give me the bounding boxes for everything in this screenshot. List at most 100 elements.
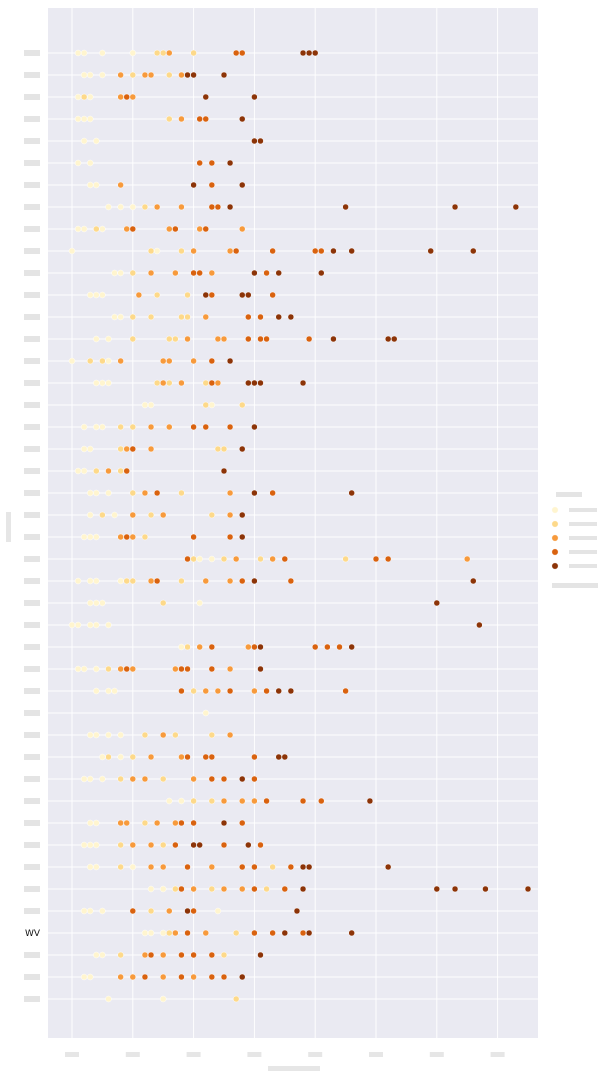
data-point: [476, 621, 483, 629]
data-point: [220, 797, 228, 805]
data-point: [80, 533, 88, 541]
data-point: [330, 335, 337, 343]
row-label: [24, 688, 40, 694]
data-point: [141, 951, 149, 959]
data-point: [202, 687, 210, 695]
data-point: [232, 247, 240, 255]
data-point: [105, 665, 112, 673]
data-point: [184, 753, 191, 761]
x-tick-label: [247, 1052, 262, 1057]
data-point: [366, 797, 374, 805]
data-point: [117, 71, 124, 79]
row-label: [24, 490, 40, 496]
row-label: [24, 512, 40, 518]
legend-label-placeholder: [569, 522, 597, 526]
data-point: [147, 445, 155, 453]
data-point: [208, 885, 216, 893]
data-point: [190, 357, 197, 365]
data-point: [178, 643, 185, 651]
data-point: [470, 577, 477, 585]
row-label: [24, 468, 40, 474]
legend-marker: [551, 562, 559, 570]
data-point: [220, 71, 228, 79]
data-point: [129, 269, 137, 277]
data-point: [318, 797, 325, 805]
data-point: [257, 841, 264, 849]
data-point: [99, 599, 106, 607]
data-point: [117, 731, 124, 739]
data-point: [99, 907, 106, 915]
data-point: [80, 137, 88, 145]
data-point: [141, 203, 149, 211]
data-point: [226, 687, 234, 695]
data-point: [80, 225, 88, 233]
legend: [551, 492, 598, 588]
data-point: [117, 203, 124, 211]
row-label: [24, 446, 40, 452]
data-point: [208, 181, 216, 189]
data-point: [111, 511, 118, 519]
row-label: [24, 402, 40, 408]
data-point: [86, 159, 94, 167]
data-point: [86, 775, 94, 783]
data-point: [129, 511, 137, 519]
data-point: [257, 335, 264, 343]
data-point: [196, 159, 203, 167]
data-point: [74, 49, 82, 57]
row-label: [24, 182, 40, 188]
data-point: [123, 467, 130, 475]
row-label: [24, 204, 40, 210]
data-point: [129, 71, 137, 79]
data-point: [99, 379, 106, 387]
row-label: [24, 270, 40, 276]
data-point: [390, 335, 398, 343]
data-point: [311, 247, 319, 255]
row-label: [24, 160, 40, 166]
data-point: [257, 643, 264, 651]
data-point: [220, 973, 228, 981]
legend-label-placeholder: [569, 536, 597, 540]
data-point: [147, 907, 155, 915]
data-point: [141, 533, 149, 541]
data-point: [99, 753, 106, 761]
data-point: [80, 115, 88, 123]
row-label: [24, 710, 40, 716]
data-point: [93, 137, 100, 145]
data-point: [80, 973, 88, 981]
data-point: [275, 753, 282, 761]
data-point: [129, 445, 137, 453]
data-point: [159, 885, 167, 893]
data-point: [178, 489, 185, 497]
row-label: WV: [25, 929, 41, 939]
data-point: [117, 423, 124, 431]
x-tick-label: [65, 1052, 79, 1057]
data-point: [208, 511, 216, 519]
row-label: [24, 380, 40, 386]
data-point: [99, 423, 106, 431]
data-point: [184, 907, 191, 915]
data-point: [251, 137, 258, 145]
data-point: [147, 423, 155, 431]
data-point: [245, 643, 252, 651]
data-point: [251, 423, 258, 431]
data-point: [275, 313, 282, 321]
data-point: [80, 445, 88, 453]
data-point: [226, 577, 234, 585]
data-point: [166, 379, 173, 387]
data-point: [482, 885, 489, 893]
data-point: [251, 753, 258, 761]
data-point: [184, 643, 191, 651]
row-label: [24, 292, 40, 298]
data-point: [287, 313, 295, 321]
data-point: [123, 819, 130, 827]
data-point: [86, 819, 94, 827]
data-point: [117, 269, 124, 277]
data-point: [74, 159, 82, 167]
data-point: [129, 907, 137, 915]
data-point: [208, 753, 216, 761]
data-point: [318, 269, 325, 277]
data-point: [178, 379, 185, 387]
data-point: [208, 269, 216, 277]
data-point: [238, 511, 246, 519]
data-point: [257, 555, 264, 563]
